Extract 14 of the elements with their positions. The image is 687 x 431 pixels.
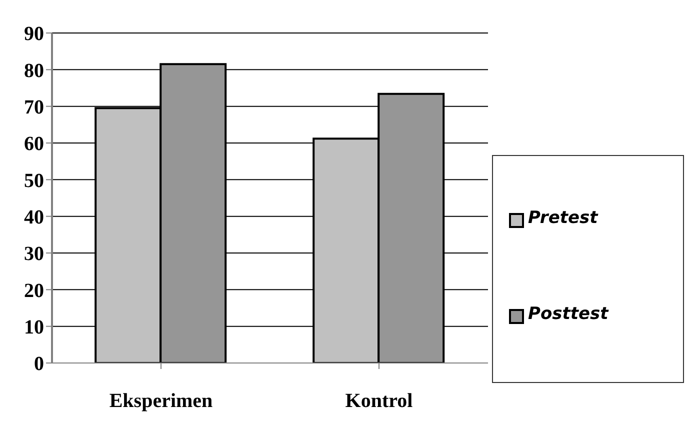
y-tick-label: 10 [24,316,44,338]
y-tick-label: 90 [24,23,44,46]
y-tick-label: 20 [24,280,44,302]
y-tick-label: 30 [24,243,44,266]
y-tick-label: 0 [34,353,44,376]
legend-label: Pretest [528,208,598,228]
y-tick-label: 80 [24,60,44,82]
legend-label: Posttest [528,304,608,324]
y-tick-label: 50 [24,170,44,192]
x-tick-label: Eksperimen [109,390,213,412]
y-tick-label: 40 [24,206,44,228]
y-tick-label: 70 [24,96,44,118]
y-tick-label: 60 [24,133,44,156]
x-tick-label: Kontrol [345,390,414,412]
